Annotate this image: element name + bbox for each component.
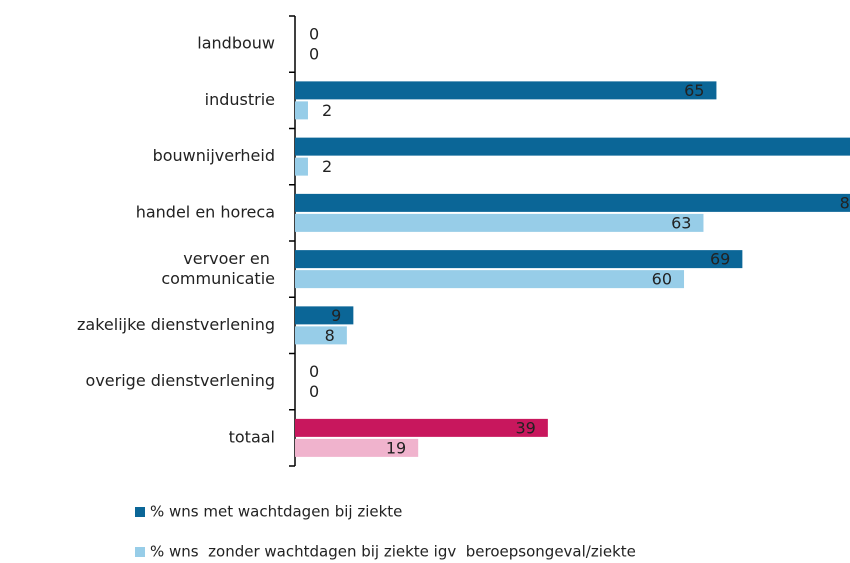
value-label: 39 bbox=[516, 418, 536, 437]
value-label: 0 bbox=[309, 45, 319, 64]
category-label-line: communicatie bbox=[161, 269, 275, 288]
bar bbox=[295, 137, 850, 156]
category-label: totaal bbox=[229, 427, 275, 446]
category-label: landbouw bbox=[197, 34, 275, 53]
value-label: 89 bbox=[840, 193, 850, 212]
value-label: 19 bbox=[386, 438, 406, 457]
value-label: 60 bbox=[652, 270, 672, 289]
value-label: 8 bbox=[325, 326, 335, 345]
bar bbox=[295, 157, 308, 176]
bar bbox=[295, 101, 308, 120]
bar bbox=[295, 193, 850, 212]
category-label: zakelijke dienstverlening bbox=[77, 315, 275, 334]
bar bbox=[295, 270, 685, 289]
value-label: 0 bbox=[309, 382, 319, 401]
value-label: 63 bbox=[671, 213, 691, 232]
value-label: 0 bbox=[309, 25, 319, 44]
bar bbox=[295, 306, 354, 325]
category-label: vervoer en communicatie bbox=[161, 249, 275, 288]
category-label: industrie bbox=[205, 90, 275, 109]
value-label: 0 bbox=[309, 362, 319, 381]
legend-swatch bbox=[135, 547, 145, 557]
bar bbox=[295, 213, 704, 232]
legend-label: % wns zonder wachtdagen bij ziekte igv b… bbox=[150, 543, 636, 561]
category-label: bouwnijverheid bbox=[153, 146, 275, 165]
category-label-line: vervoer en bbox=[183, 249, 275, 268]
value-label: 9 bbox=[331, 306, 341, 325]
category-label: handel en horeca bbox=[136, 202, 275, 221]
value-label: 2 bbox=[322, 101, 332, 120]
value-label: 2 bbox=[322, 157, 332, 176]
legend-swatch bbox=[135, 507, 145, 517]
value-label: 65 bbox=[684, 81, 704, 100]
legend-label: % wns met wachtdagen bij ziekte bbox=[150, 503, 402, 521]
bar bbox=[295, 250, 743, 269]
bar bbox=[295, 418, 548, 437]
bar bbox=[295, 326, 347, 345]
category-label: overige dienstverlening bbox=[86, 371, 275, 390]
value-label: 69 bbox=[710, 250, 730, 269]
bar bbox=[295, 81, 717, 100]
bar bbox=[295, 438, 419, 457]
